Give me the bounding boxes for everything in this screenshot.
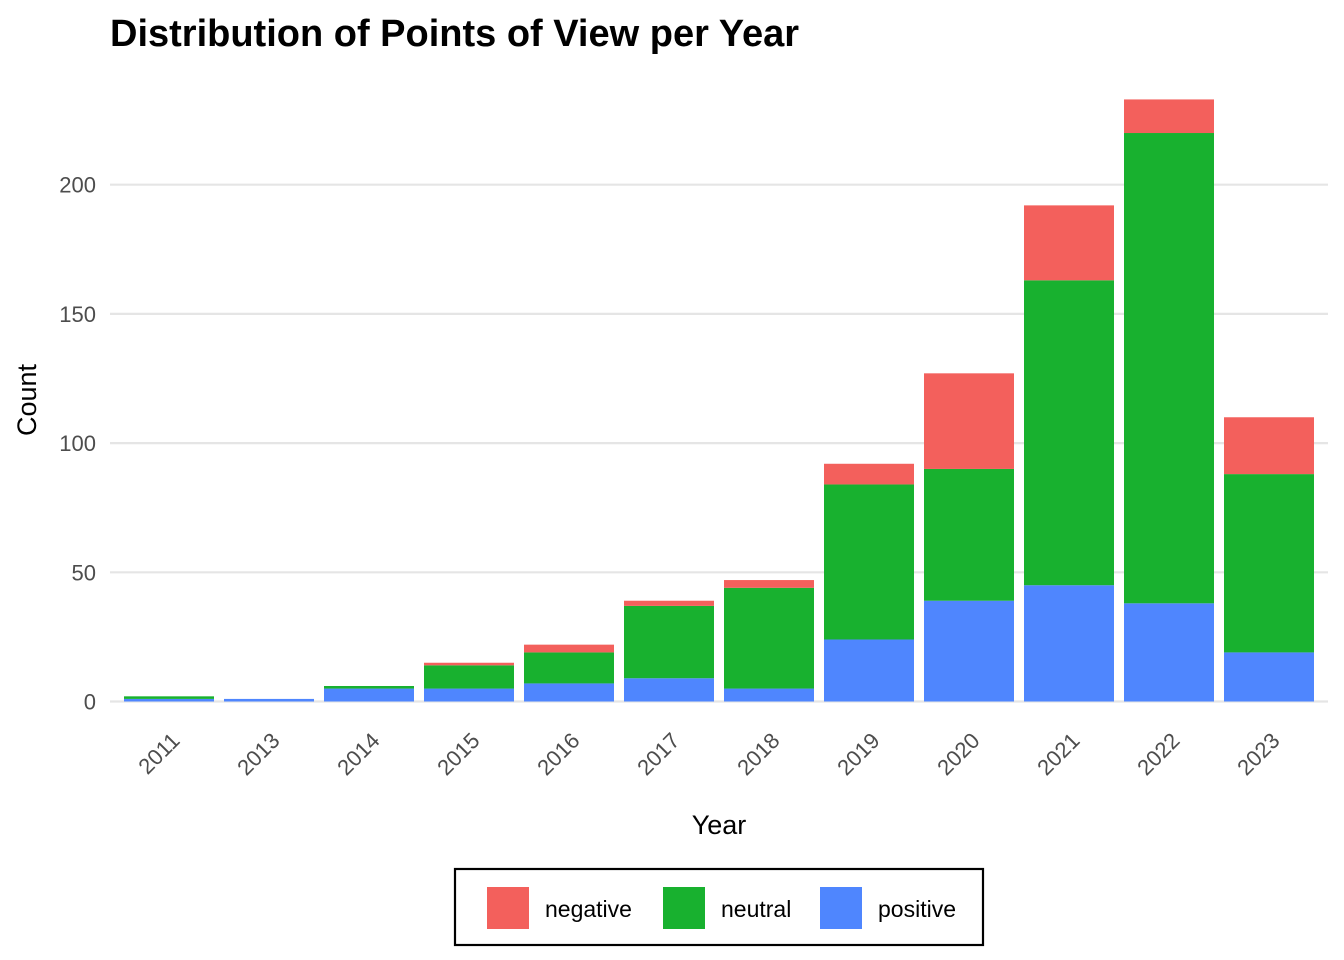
bar-neutral-2018 xyxy=(724,587,814,689)
bar-neutral-2016 xyxy=(524,652,614,684)
bar-positive-2017 xyxy=(624,678,714,702)
y-tick-label: 100 xyxy=(59,431,96,456)
x-tick-label: 2019 xyxy=(832,728,884,780)
x-tick-label: 2023 xyxy=(1232,728,1284,780)
x-tick-label: 2015 xyxy=(432,728,484,780)
y-tick-label: 150 xyxy=(59,302,96,327)
y-tick-label: 50 xyxy=(72,560,96,585)
bar-negative-2023 xyxy=(1224,417,1314,475)
bar-negative-2018 xyxy=(724,580,814,588)
legend-label-positive: positive xyxy=(878,896,956,922)
bar-negative-2019 xyxy=(824,463,914,485)
x-tick-label: 2018 xyxy=(732,728,784,780)
bar-positive-2021 xyxy=(1024,585,1114,702)
bar-negative-2022 xyxy=(1124,99,1214,134)
bar-negative-2020 xyxy=(924,373,1014,469)
bar-neutral-2020 xyxy=(924,468,1014,601)
legend: negative neutral positive xyxy=(453,867,985,947)
x-tick-label: 2014 xyxy=(332,728,384,780)
bar-positive-2016 xyxy=(524,683,614,702)
bar-negative-2016 xyxy=(524,644,614,653)
bar-positive-2013 xyxy=(224,698,314,702)
x-axis-ticks: 2011 2013 2014 2015 2016 2017 2018 2019 2020 2021… xyxy=(133,728,1284,780)
x-tick-label: 2022 xyxy=(1132,728,1184,780)
bar-positive-2022 xyxy=(1124,603,1214,702)
bar-neutral-2019 xyxy=(824,484,914,640)
x-tick-label: 2021 xyxy=(1032,728,1084,780)
chart-title: Distribution of Points of View per Year xyxy=(110,13,799,55)
bar-positive-2020 xyxy=(924,600,1014,702)
y-tick-label: 200 xyxy=(59,173,96,198)
bar-positive-2011 xyxy=(124,698,214,702)
bar-positive-2019 xyxy=(824,639,914,702)
bar-neutral-2022 xyxy=(1124,133,1214,604)
y-axis-title: Count xyxy=(12,363,42,436)
bar-positive-2015 xyxy=(424,688,514,702)
legend-label-negative: negative xyxy=(545,896,632,922)
bars xyxy=(124,99,1314,702)
bar-positive-2014 xyxy=(324,688,414,702)
legend-key-negative xyxy=(487,887,529,929)
x-tick-label: 2013 xyxy=(232,728,284,780)
x-tick-label: 2016 xyxy=(532,728,584,780)
x-axis-title: Year xyxy=(692,810,747,840)
bar-positive-2018 xyxy=(724,688,814,702)
bar-neutral-2015 xyxy=(424,665,514,689)
bar-negative-2015 xyxy=(424,662,514,666)
bar-negative-2017 xyxy=(624,600,714,606)
bar-positive-2023 xyxy=(1224,652,1314,702)
bar-neutral-2017 xyxy=(624,605,714,679)
bar-neutral-2023 xyxy=(1224,474,1314,653)
legend-key-positive xyxy=(820,887,862,929)
y-tick-label: 0 xyxy=(84,690,96,715)
legend-key-neutral xyxy=(663,887,705,929)
legend-label-neutral: neutral xyxy=(721,896,791,922)
legend-box xyxy=(453,867,985,947)
x-tick-label: 2020 xyxy=(932,728,984,780)
bar-neutral-2021 xyxy=(1024,280,1114,586)
y-axis-ticks: 0 50 100 150 200 xyxy=(59,173,96,715)
bar-neutral-2014 xyxy=(324,685,414,689)
bar-neutral-2011 xyxy=(124,696,214,699)
x-tick-label: 2011 xyxy=(133,728,184,779)
x-tick-label: 2017 xyxy=(632,728,684,780)
bar-negative-2021 xyxy=(1024,205,1114,281)
